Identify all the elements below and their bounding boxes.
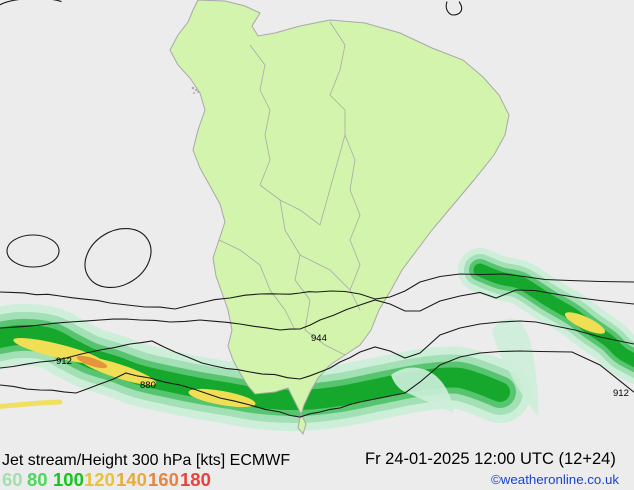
svg-text:180: 180 [180,469,211,490]
svg-text:880: 880 [140,380,156,391]
svg-text:80: 80 [27,469,48,490]
svg-text:Fr 24-01-2025 12:00 UTC (12+24: Fr 24-01-2025 12:00 UTC (12+24) [365,450,616,468]
svg-text:912: 912 [56,356,72,367]
svg-text:©weatheronline.co.uk: ©weatheronline.co.uk [491,472,619,487]
svg-text:944: 944 [311,333,327,344]
svg-text:120: 120 [84,469,115,490]
svg-text:912: 912 [613,388,629,399]
svg-text:60: 60 [2,469,23,490]
svg-text:140: 140 [116,469,147,490]
svg-text:100: 100 [53,469,84,490]
svg-text:160: 160 [148,469,179,490]
svg-text:Jet stream/Height 300 hPa [kts: Jet stream/Height 300 hPa [kts] ECMWF [2,452,290,469]
